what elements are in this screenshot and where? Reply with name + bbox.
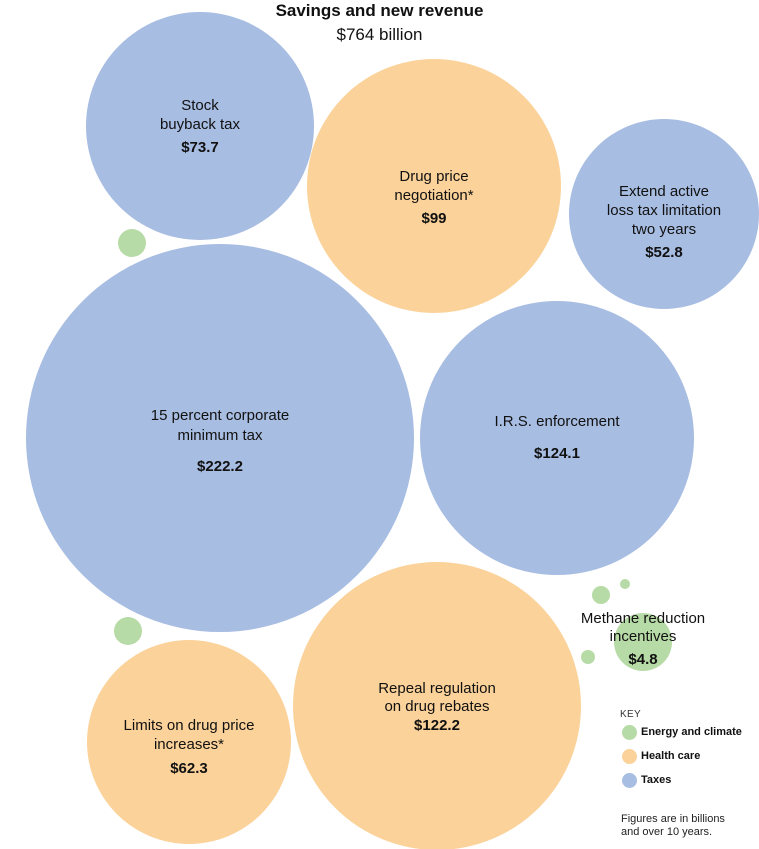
legend-swatch-taxes: [622, 773, 637, 788]
bubble-small-energy-bubble: [592, 586, 610, 604]
bubble-label: two years: [632, 221, 696, 238]
bubble-repeal-regulation-drug-rebates: [293, 562, 581, 849]
bubble-value-label: $62.3: [170, 760, 208, 777]
bubble-small-energy-bubble: [620, 579, 630, 589]
bubble-value-label: $73.7: [181, 139, 219, 156]
bubble-label: negotiation*: [394, 187, 473, 204]
bubble-drug-price-negotiation: [307, 59, 561, 313]
legend-label-health: Health care: [641, 750, 701, 762]
bubble-value-label: $4.8: [628, 651, 657, 668]
bubble-label: increases*: [154, 736, 224, 753]
legend-item-taxes: Taxes: [620, 768, 759, 792]
bubble-value-label: $124.1: [534, 445, 580, 462]
footnote-line: Figures are in billions: [621, 813, 725, 825]
bubble-label: Stock: [181, 97, 219, 114]
bubble-value-label: $99: [421, 210, 446, 227]
footnote-line: and over 10 years.: [621, 826, 713, 838]
bubble-label: 15 percent corporate: [151, 407, 289, 424]
legend-item-energy: Energy and climate: [620, 720, 759, 744]
bubble-label: on drug rebates: [384, 698, 489, 715]
bubble-label: Drug price: [399, 168, 468, 185]
bubble-value-label: $122.2: [414, 717, 460, 734]
bubble-label: I.R.S. enforcement: [494, 413, 620, 430]
bubble-label: Extend active: [619, 183, 709, 200]
bubble-stock-buyback-tax: [86, 12, 314, 240]
bubble-label: Repeal regulation: [378, 680, 496, 697]
bubble-value-label: $222.2: [197, 458, 243, 475]
bubble-methane-reduction-incentives: [614, 613, 672, 671]
legend-label-energy: Energy and climate: [641, 726, 742, 738]
bubble-label: loss tax limitation: [607, 202, 721, 219]
bubble-small-energy-bubble: [581, 650, 595, 664]
bubble-label: Limits on drug price: [124, 717, 255, 734]
legend-swatch-energy: [622, 725, 637, 740]
bubble-label: minimum tax: [177, 427, 263, 444]
chart-title: Savings and new revenue: [275, 1, 484, 20]
bubble-label: buyback tax: [160, 116, 241, 133]
bubble-extend-active-loss-tax-limitation: [569, 119, 759, 309]
bubble-corporate-minimum-tax: [26, 244, 414, 632]
footnote: Figures are in billions and over 10 year…: [621, 813, 759, 839]
legend-title: KEY: [620, 709, 641, 720]
chart-subtitle: $764 billion: [336, 25, 423, 44]
bubble-label: incentives: [610, 628, 677, 645]
bubble-irs-enforcement: [420, 301, 694, 575]
bubble-small-energy-bubble: [118, 229, 146, 257]
bubble-value-label: $52.8: [645, 244, 683, 261]
legend-label-taxes: Taxes: [641, 774, 672, 786]
legend-swatch-health: [622, 749, 637, 764]
bubble-small-energy-bubble: [114, 617, 142, 645]
legend-item-health: Health care: [620, 744, 759, 768]
legend: KEY Energy and climate Health care Taxes: [620, 709, 759, 792]
bubble-label: Methane reduction: [581, 610, 705, 627]
bubble-limits-on-drug-price-increases: [87, 640, 291, 844]
